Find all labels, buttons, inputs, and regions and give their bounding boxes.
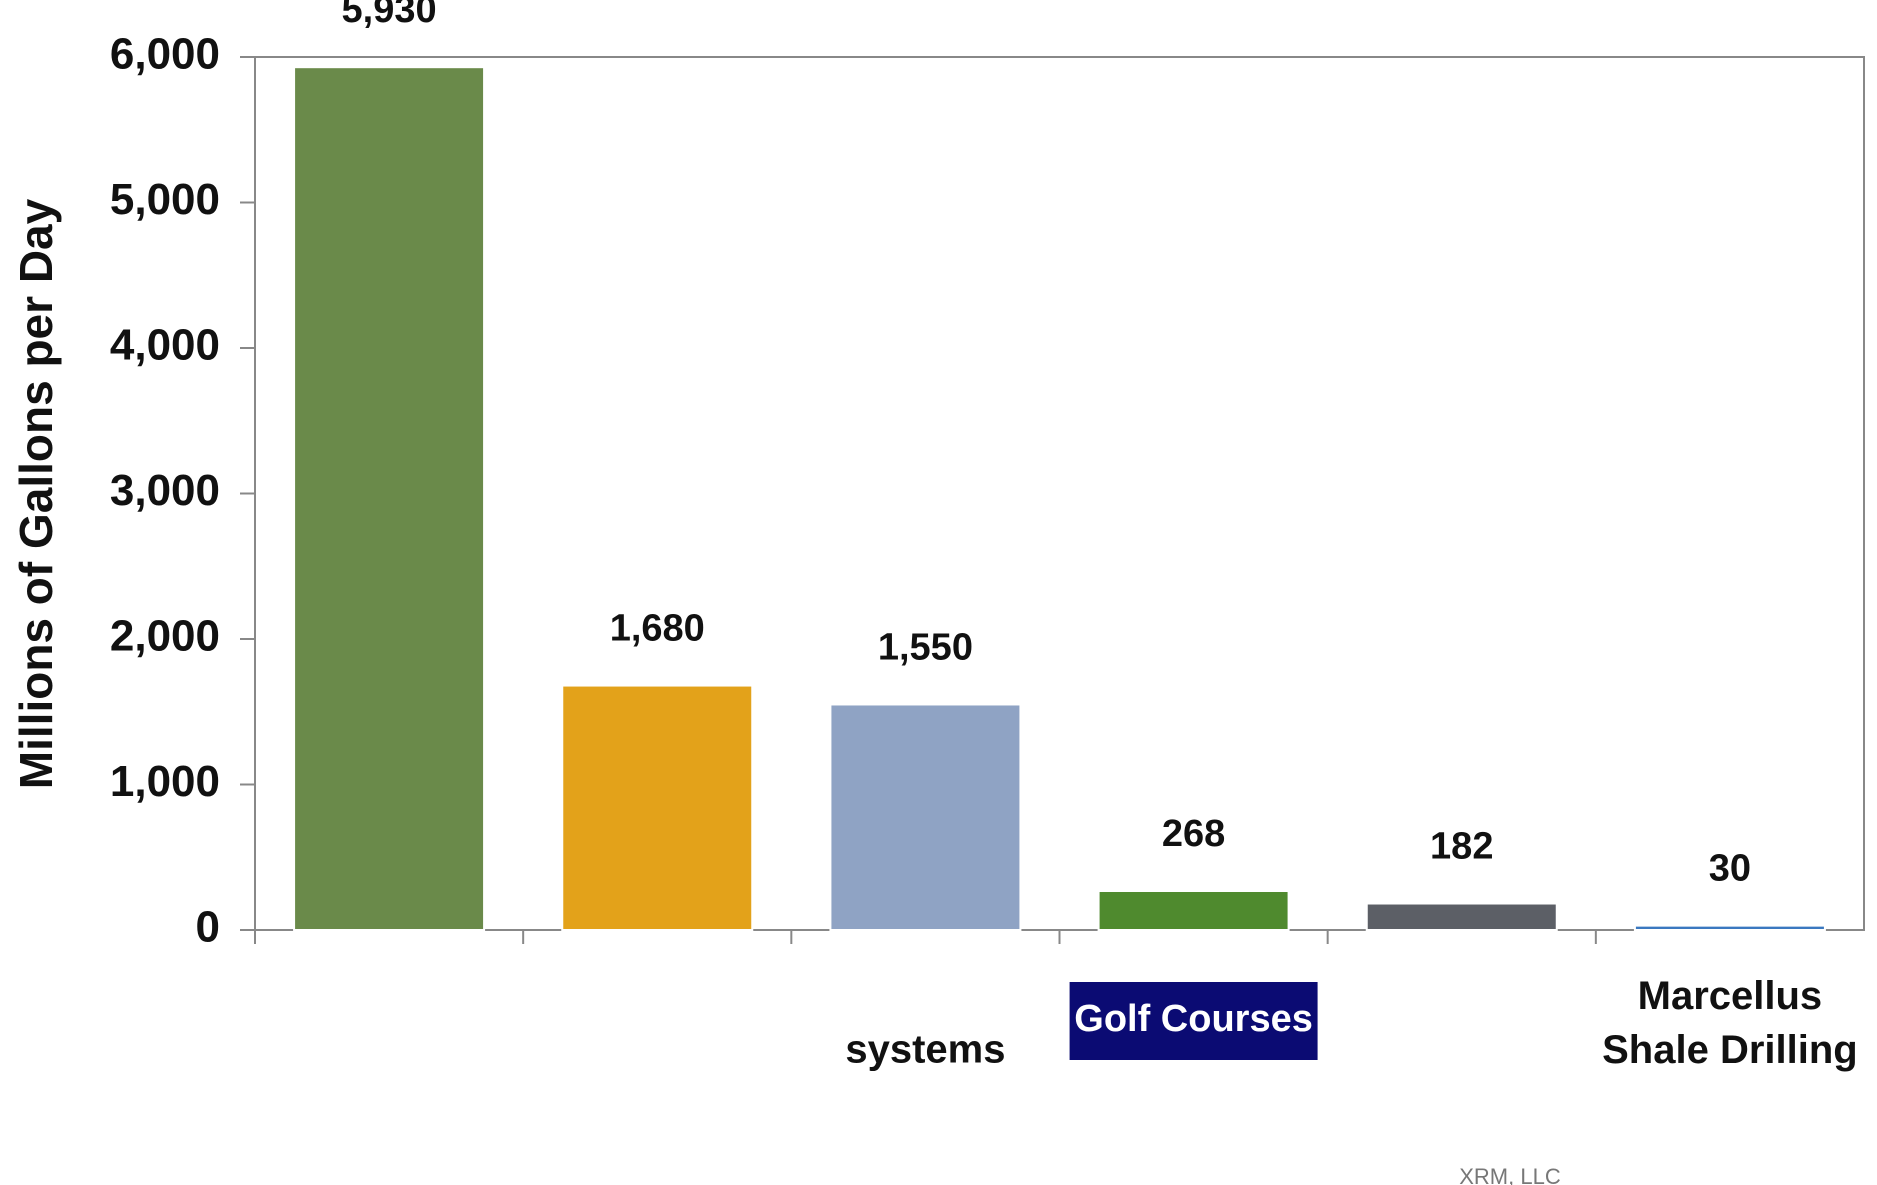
value-label: 1,680: [610, 608, 705, 650]
y-tick-label: 0: [196, 903, 220, 952]
y-tick-label: 3,000: [110, 466, 220, 515]
bar: [829, 703, 1022, 931]
y-axis-title: Millions of Gallons per Day: [10, 198, 62, 789]
bar: [1633, 924, 1826, 932]
y-tick-label: 6,000: [110, 30, 220, 79]
value-label: 5,930: [342, 0, 437, 31]
bar: [561, 684, 754, 931]
category-highlight: [1069, 982, 1318, 1060]
source-note: XRM, LLC: [1459, 1164, 1561, 1185]
value-label: 1,550: [878, 627, 973, 669]
x-tick-label: systems: [845, 1028, 1005, 1072]
x-tick-label: Marcellus Shale Drilling: [1602, 974, 1858, 1072]
bar: [1365, 902, 1558, 931]
y-tick-label: 4,000: [110, 321, 220, 370]
value-label: 182: [1430, 826, 1493, 868]
y-tick-label: 5,000: [110, 175, 220, 224]
bar: [293, 66, 486, 931]
value-label: 268: [1162, 813, 1225, 855]
value-label: 30: [1709, 848, 1751, 890]
x-tick-label: Golf Courses: [1074, 998, 1313, 1040]
y-tick-label: 2,000: [110, 612, 220, 661]
bar: [1097, 890, 1290, 931]
y-tick-label: 1,000: [110, 757, 220, 806]
plot-frame: [254, 56, 1865, 931]
